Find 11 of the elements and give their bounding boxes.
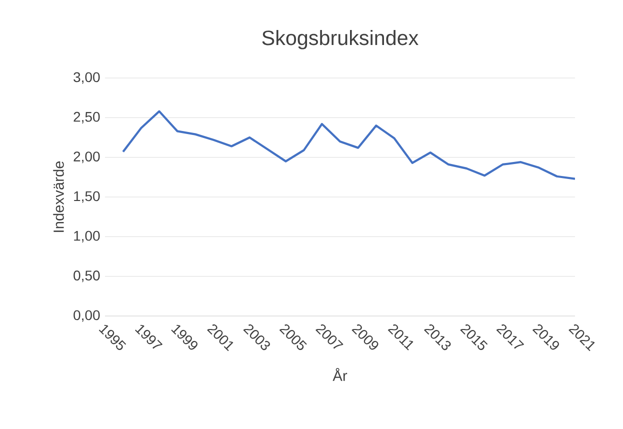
y-tick-label: 2,00 <box>74 152 100 164</box>
chart-title: Skogsbruksindex <box>262 30 418 50</box>
x-axis-title: År <box>332 368 348 381</box>
line-series <box>122 110 576 180</box>
y-tick-label: 1,00 <box>74 230 100 242</box>
y-tick-label: 3,00 <box>74 72 100 84</box>
y-axis-title: Indexvärde <box>53 161 64 232</box>
y-tick-label: 0,00 <box>74 310 100 322</box>
y-tick-label: 2,50 <box>74 112 100 124</box>
y-tick-label: 0,50 <box>74 270 100 282</box>
y-tick-label: 1,50 <box>74 191 100 203</box>
